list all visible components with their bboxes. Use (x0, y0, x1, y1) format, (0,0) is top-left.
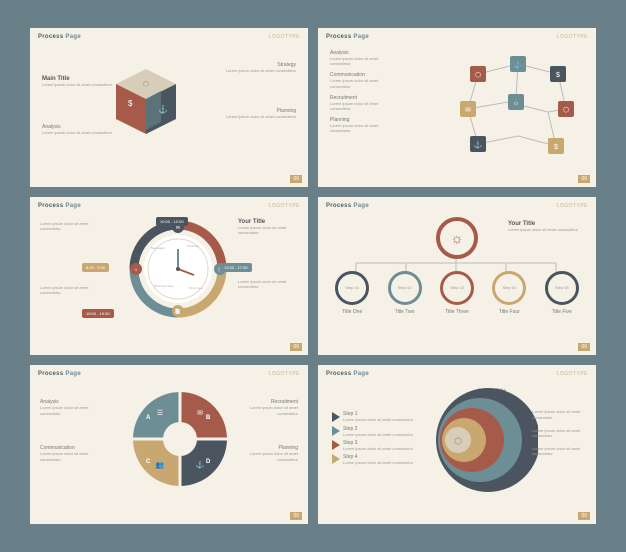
svg-text:⬡: ⬡ (454, 436, 462, 446)
side-r-2: PlanningLorem ipsum dolor sit amet conse… (238, 445, 298, 461)
side-l-2: CommunicationLorem ipsum dolor sit amet … (40, 445, 100, 461)
slide-header: Process Page LOGOTYPE (326, 371, 588, 377)
label-row: Title One Title Two Title Three Title Fo… (326, 309, 588, 315)
slide-1-content: Main Title Lorem ipsum dolor sit amet co… (38, 46, 300, 175)
svg-text:⚓: ⚓ (514, 60, 523, 69)
slide-header: Process Page LOGOTYPE (38, 203, 300, 209)
logo: LOGOTYPE (268, 203, 300, 209)
step-list: Step 1Lorem ipsum dolor sit amet consect… (332, 411, 413, 468)
slide-2-content: AnalysisLorem ipsum dolor sit amet conse… (326, 46, 588, 175)
svg-text:☰: ☰ (157, 410, 163, 417)
svg-text:📄: 📄 (175, 308, 181, 315)
slide-4-content: Your Title Lorem ipsum dolor sit amet co… (326, 215, 588, 344)
svg-text:⬡: ⬡ (563, 106, 569, 114)
seg-d: D (206, 459, 210, 465)
svg-text:✉: ✉ (465, 107, 471, 114)
label-analysis: Analysis Lorem ipsum dolor sit amet cons… (42, 124, 112, 135)
slide-header: Process Page LOGOTYPE (326, 203, 588, 209)
svg-text:☼: ☼ (513, 100, 519, 107)
slide-5: Process Page LOGOTYPE ☰✉ 👥⚓ A B C D An (30, 365, 308, 524)
seg-c: C (146, 459, 150, 465)
concentric-circles: ⬡ (418, 385, 538, 495)
svg-text:⬡: ⬡ (475, 71, 481, 79)
time-tag-2: 13:30 - 17:30 (220, 263, 252, 272)
step-1: Step 1Lorem ipsum dolor sit amet consect… (332, 411, 413, 422)
side-r-1: RecruitmentLorem ipsum dolor sit amet co… (238, 399, 298, 415)
clock-desc-tl: Lorem ipsum dolor sit amet consectetur (40, 221, 100, 231)
clock-title: Your Title Lorem ipsum dolor sit amet co… (238, 219, 298, 235)
clock-desc-br: Lorem ipsum dolor sit amet consectetur (238, 279, 298, 289)
time-tag-4: 18:00 - 19:30 (82, 309, 114, 318)
svg-text:Best time ever: Best time ever (154, 284, 173, 288)
slide-6: Process Page LOGOTYPE Your Title ⬡ Step … (318, 365, 596, 524)
svg-text:$: $ (556, 72, 560, 79)
seg-a: A (146, 415, 150, 421)
clock-diagram: ✉⬡ 📄☼ Structure Messages Best time ever … (128, 219, 228, 319)
step-4: Step 4Lorem ipsum dolor sit amet consect… (332, 454, 413, 465)
svg-text:☼: ☼ (134, 267, 139, 273)
main-title-desc: Lorem ipsum dolor sit amet consectetur (42, 82, 112, 87)
svg-text:$: $ (128, 99, 133, 108)
svg-text:$: $ (554, 144, 558, 151)
svg-text:⚓: ⚓ (196, 460, 205, 469)
slide-5-content: ☰ ✉ 👥 ⚓ A B C D AnalysisLorem ipsum dolor … (38, 383, 300, 512)
seg-b: B (206, 415, 210, 421)
step-3: Step 3Lorem ipsum dolor sit amet consect… (332, 440, 413, 451)
label-strategy: Strategy Lorem ipsum dolor sit amet cons… (226, 62, 296, 73)
page-number: 00 (290, 512, 302, 520)
time-tag-1: 10:00 - 12:00 (156, 217, 188, 226)
segmented-pie: ☰ ✉ 👥 ⚓ (130, 389, 230, 489)
side-l-1: AnalysisLorem ipsum dolor sit amet conse… (40, 399, 100, 415)
logo: LOGOTYPE (268, 34, 300, 40)
page-number: 00 (290, 175, 302, 183)
logo: LOGOTYPE (268, 371, 300, 377)
isometric-cube: $ ⚓ ⬡ (106, 64, 186, 144)
page-number: 00 (290, 343, 302, 351)
page-number: 00 (578, 512, 590, 520)
slide-header: Process Page LOGOTYPE (38, 371, 300, 377)
slide-3: Process Page LOGOTYPE ✉⬡ 📄☼ (30, 197, 308, 356)
time-tag-3: 8:00 - 9:30 (82, 263, 109, 272)
svg-text:Messages: Messages (151, 246, 165, 250)
svg-text:Time zone: Time zone (189, 286, 203, 290)
logo: LOGOTYPE (556, 203, 588, 209)
svg-text:⬡: ⬡ (143, 80, 149, 88)
logo: LOGOTYPE (556, 371, 588, 377)
svg-text:⚓: ⚓ (474, 140, 483, 149)
logo: LOGOTYPE (556, 34, 588, 40)
slide-header: Process Page LOGOTYPE (326, 34, 588, 40)
svg-text:⚓: ⚓ (158, 104, 168, 114)
svg-text:👥: 👥 (156, 462, 165, 469)
slide-grid: Process Page LOGOTYPE Main Title Lorem i… (30, 28, 596, 524)
slide-6-content: Your Title ⬡ Step 1Lorem ipsum dolor sit… (326, 383, 588, 512)
svg-text:Structure: Structure (187, 244, 200, 248)
node-network: ⬡ ⚓ $ ✉ ☼ ⬡ ⚓ $ (448, 54, 578, 164)
slide-3-content: ✉⬡ 📄☼ Structure Messages Best time ever … (38, 215, 300, 344)
slide-1: Process Page LOGOTYPE Main Title Lorem i… (30, 28, 308, 187)
slide-4: Process Page LOGOTYPE Your Title Lorem i… (318, 197, 596, 356)
right-desc: Lorem ipsum dolor sit amet consectetur L… (532, 409, 582, 456)
circle-row: Step 01 Step 02 Step 03 Step 04 Step 05 (326, 271, 588, 305)
step-2: Step 2Lorem ipsum dolor sit amet consect… (332, 426, 413, 437)
text-column: AnalysisLorem ipsum dolor sit amet conse… (330, 50, 400, 140)
header-title-a: Process (38, 34, 63, 40)
page-number: 00 (578, 175, 590, 183)
slide-2: Process Page LOGOTYPE AnalysisLorem ipsu… (318, 28, 596, 187)
svg-text:✉: ✉ (197, 410, 203, 417)
clock-desc-bl: Lorem ipsum dolor sit amet consectetur (40, 285, 100, 295)
header-title-b: Page (65, 34, 81, 40)
main-title-block: Main Title Lorem ipsum dolor sit amet co… (42, 76, 112, 87)
label-planning: Planning Lorem ipsum dolor sit amet cons… (226, 108, 296, 119)
page-number: 00 (578, 343, 590, 351)
slide-header: Process Page LOGOTYPE (38, 34, 300, 40)
top-circle: ☼ (436, 217, 478, 259)
